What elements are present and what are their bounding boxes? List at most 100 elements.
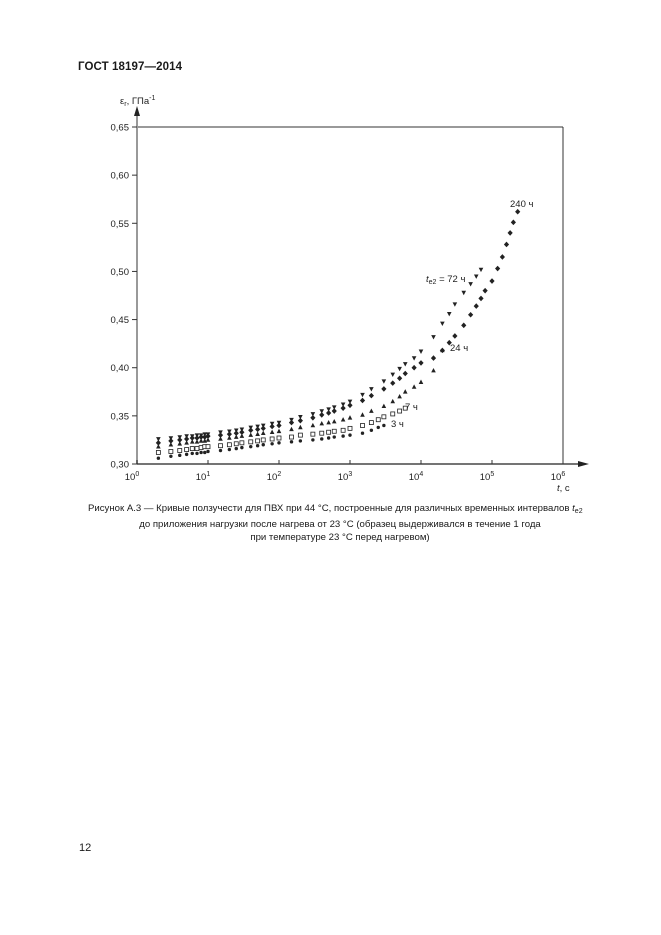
data-point <box>276 422 282 429</box>
data-point <box>478 295 484 302</box>
data-point <box>218 443 223 449</box>
data-point <box>510 219 516 226</box>
data-point <box>156 456 161 460</box>
data-point <box>499 254 505 260</box>
data-point <box>310 422 316 428</box>
y-tick-label: 0,50 <box>111 267 130 278</box>
data-point <box>360 392 365 398</box>
data-point <box>249 444 253 449</box>
data-point <box>411 364 417 371</box>
data-point <box>340 405 346 411</box>
data-point <box>239 429 245 436</box>
data-point <box>205 444 211 450</box>
data-point <box>332 435 336 439</box>
data-point <box>261 443 265 447</box>
data-point <box>194 446 200 451</box>
data-point <box>310 412 316 417</box>
data-point <box>375 417 381 423</box>
data-point <box>360 423 365 428</box>
data-point <box>331 419 337 424</box>
data-point <box>507 230 513 236</box>
data-point <box>411 384 417 389</box>
annotation-3h: 3 ч <box>391 419 404 430</box>
data-point <box>169 454 173 458</box>
data-point <box>347 425 353 431</box>
data-point <box>195 451 199 456</box>
data-point <box>260 430 266 435</box>
data-point <box>381 403 387 409</box>
data-point <box>255 426 261 433</box>
annotation-240h: 240 ч <box>510 199 533 210</box>
data-point <box>255 444 260 448</box>
data-point <box>198 434 204 440</box>
page-number: 12 <box>79 842 92 854</box>
data-point <box>177 448 183 453</box>
data-point <box>202 434 208 440</box>
data-point <box>402 362 408 367</box>
data-point <box>199 450 203 455</box>
data-point <box>331 428 337 434</box>
data-point <box>369 428 374 432</box>
data-point <box>260 437 266 443</box>
data-point <box>461 290 467 296</box>
data-point <box>276 428 282 434</box>
data-point <box>319 430 325 436</box>
data-point <box>360 412 365 417</box>
data-point <box>411 356 417 361</box>
data-point <box>226 442 232 448</box>
data-point <box>217 432 224 438</box>
y-tick-label: 0,35 <box>111 411 130 422</box>
data-point <box>168 442 174 447</box>
x-tick-label: 100 <box>125 471 140 483</box>
data-point <box>288 419 295 426</box>
data-point <box>178 453 182 458</box>
data-point <box>439 347 445 354</box>
data-point <box>326 429 332 435</box>
data-point <box>194 439 200 444</box>
data-point <box>289 426 294 432</box>
data-point <box>189 446 195 451</box>
y-tick-label: 0,45 <box>111 315 130 326</box>
data-point <box>473 274 479 279</box>
data-point <box>331 408 337 414</box>
data-point <box>368 392 374 399</box>
y-axis-ticks: 0,30 0,35 0,40 0,45 0,50 0,55 0,60 0,65 <box>111 123 137 471</box>
x-tick-label: 106 <box>551 471 566 483</box>
data-point <box>468 311 474 318</box>
data-point <box>402 370 408 377</box>
x-axis-label: t, с <box>557 483 570 494</box>
data-point <box>269 436 275 442</box>
data-point <box>276 435 282 441</box>
creep-chart: 0,300,350,400,450,500,550,600,65 100 101 1… <box>111 95 589 494</box>
data-point <box>168 449 174 454</box>
data-point <box>156 437 161 442</box>
data-point <box>347 402 353 409</box>
data-point <box>381 414 387 420</box>
data-point <box>431 368 436 373</box>
data-point <box>189 439 195 444</box>
data-point <box>369 387 374 392</box>
data-point <box>360 431 365 435</box>
data-point <box>348 433 352 437</box>
data-point <box>319 409 325 414</box>
data-point <box>269 429 275 435</box>
data-point <box>233 441 239 447</box>
data-point <box>473 303 479 309</box>
y-tick-label: 0,60 <box>111 171 130 182</box>
data-point <box>198 438 204 443</box>
data-point <box>155 450 161 455</box>
data-point <box>331 405 337 410</box>
data-point <box>390 380 396 386</box>
y-tick-label: 0,55 <box>111 219 130 230</box>
caption-line-2: до приложения нагрузки после нагрева от … <box>139 519 541 530</box>
data-point <box>503 241 510 248</box>
data-point <box>310 431 316 437</box>
data-point <box>418 379 424 384</box>
data-point <box>218 448 223 453</box>
data-point <box>326 436 331 440</box>
data-point <box>233 434 239 439</box>
data-point <box>515 208 521 215</box>
data-point <box>205 433 211 439</box>
data-point <box>297 432 303 438</box>
data-point <box>359 397 366 404</box>
